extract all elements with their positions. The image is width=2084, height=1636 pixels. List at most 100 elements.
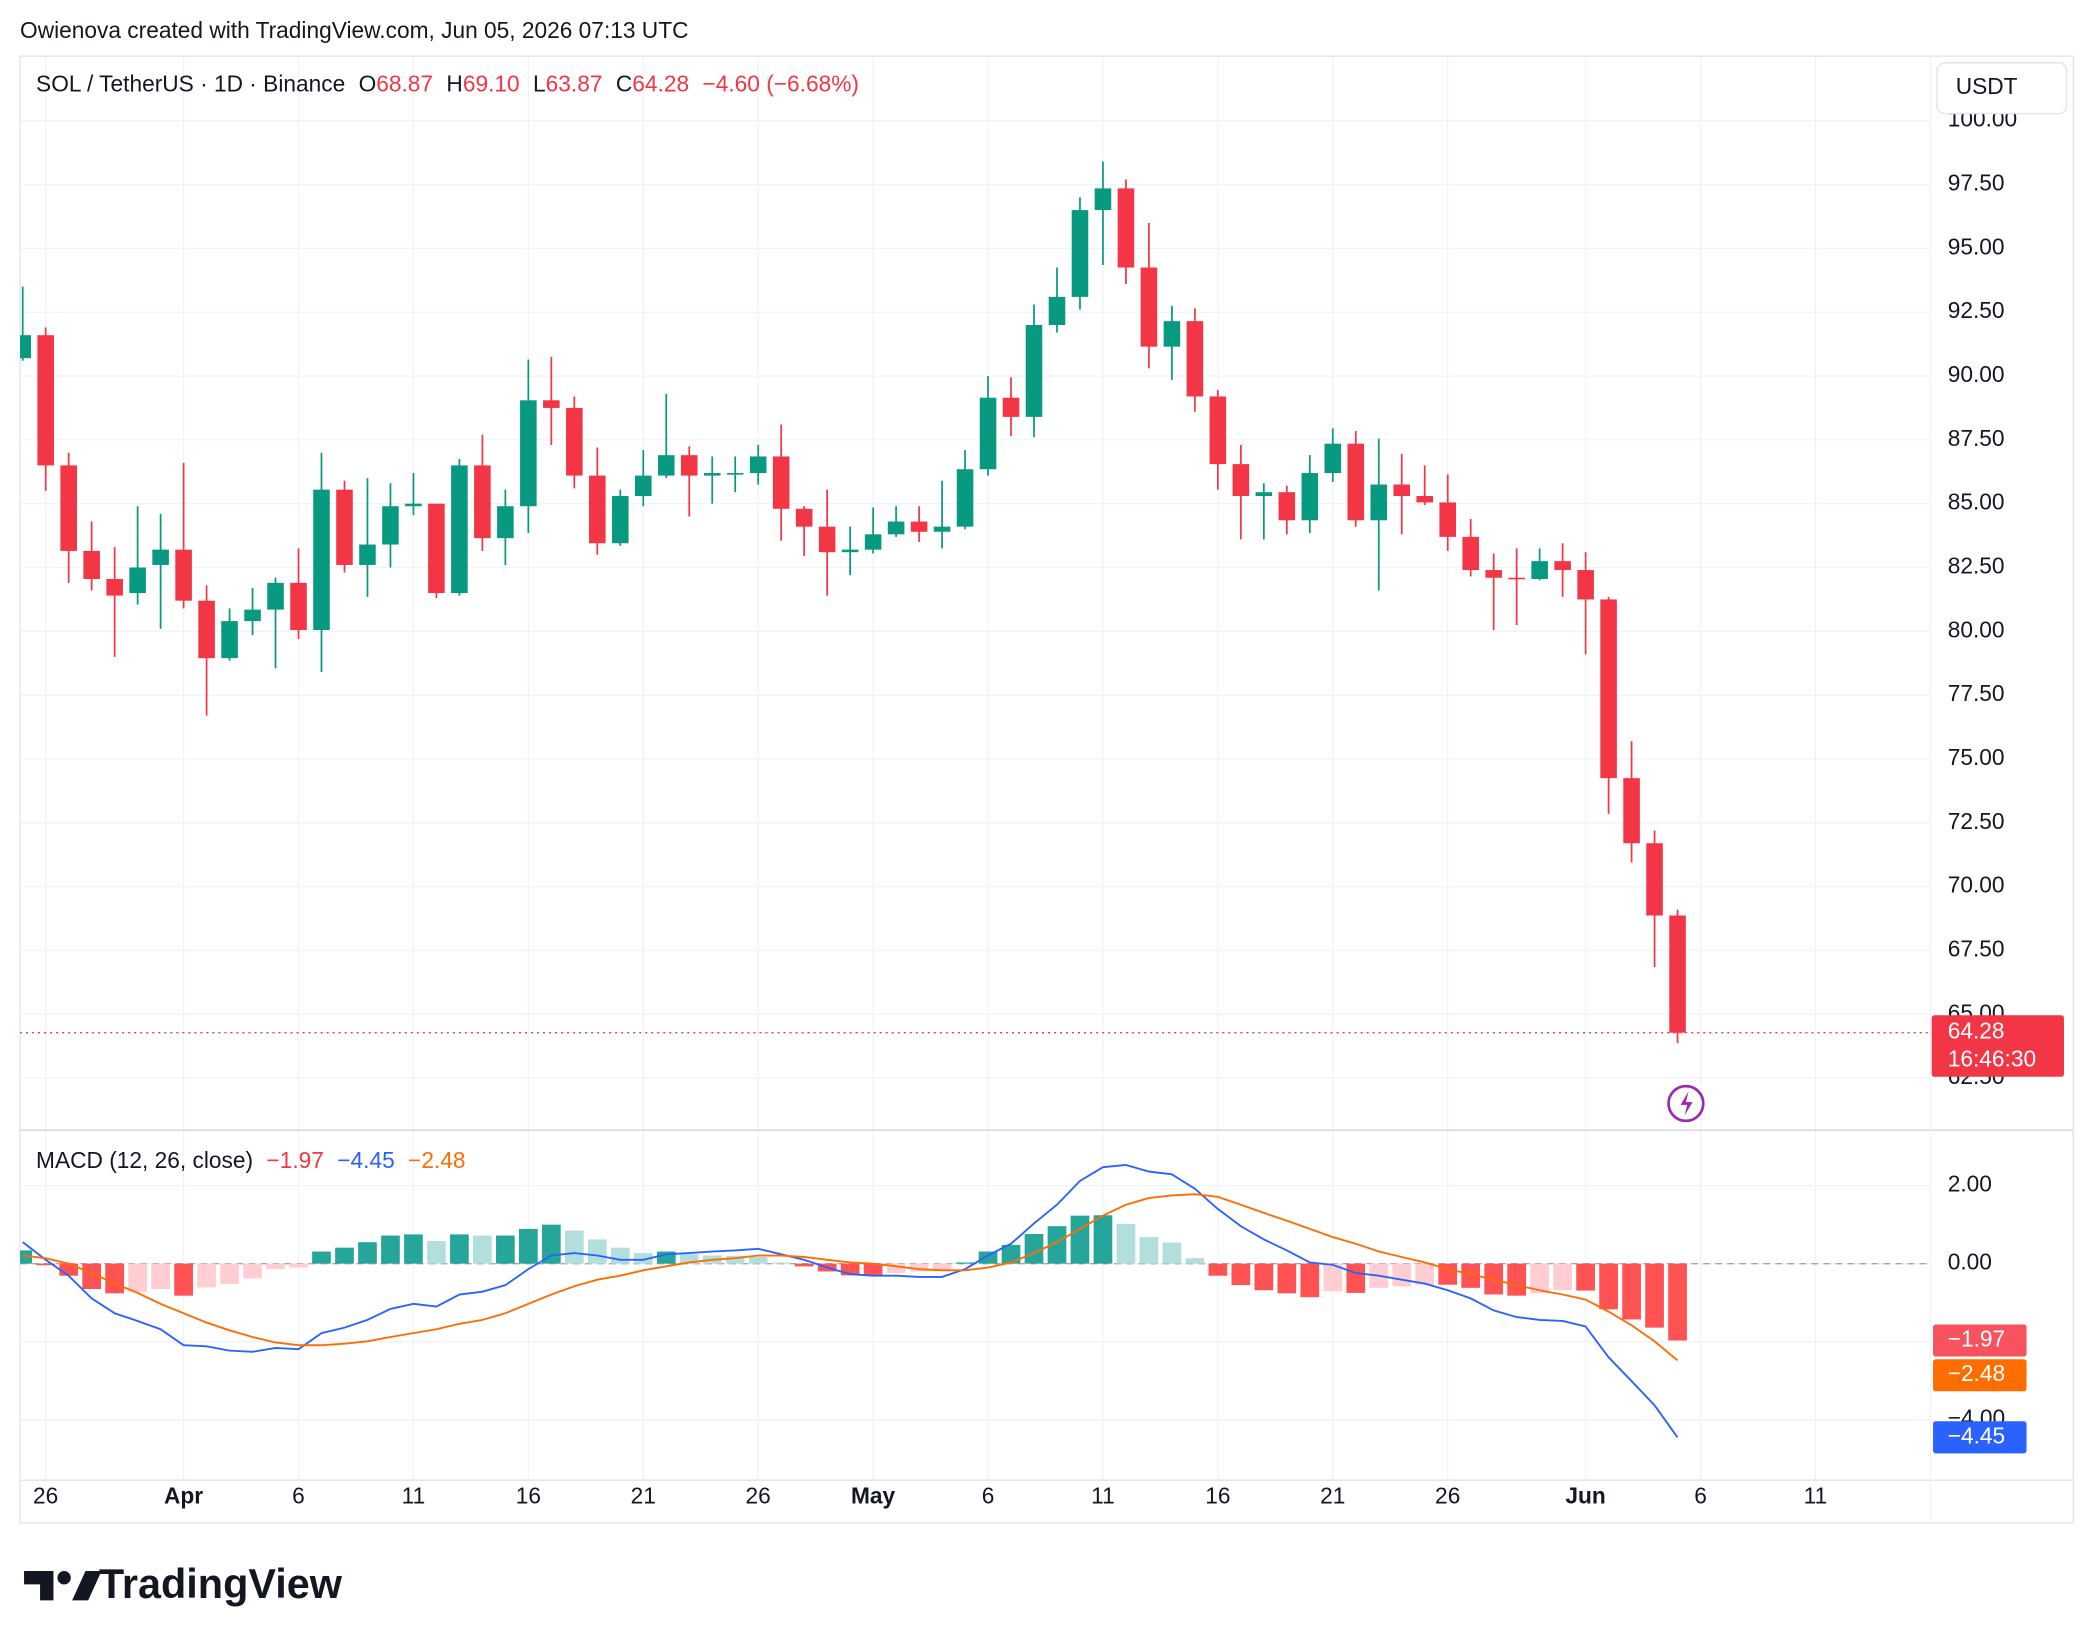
candle-body (129, 567, 146, 594)
y-tick-label: 75.00 (1948, 744, 2005, 770)
histogram-bar (1622, 1263, 1641, 1320)
histogram-bar (243, 1263, 262, 1279)
candle-body (1439, 502, 1456, 537)
histogram-bar (1162, 1242, 1182, 1264)
histogram-bar (335, 1247, 354, 1264)
histogram-bar (36, 1263, 56, 1266)
candle-body (979, 397, 997, 470)
candle-body (1186, 321, 1204, 397)
h-value: 69.10 (463, 71, 520, 97)
candle-body (772, 456, 790, 509)
x-tick-label: 11 (402, 1483, 426, 1509)
histogram-bar (174, 1263, 193, 1296)
candle-body (657, 455, 675, 476)
candle-body (634, 475, 652, 497)
macd-tick-label: 0.00 (1948, 1249, 1992, 1275)
histogram-bar (633, 1253, 653, 1264)
histogram-bar (1553, 1263, 1572, 1291)
histogram-bar (519, 1228, 538, 1264)
histogram-bar (863, 1263, 883, 1276)
candle-body (1600, 599, 1617, 779)
histogram-bar (1300, 1263, 1320, 1298)
x-tick-label: 6 (292, 1483, 305, 1509)
histogram-bar (541, 1224, 561, 1264)
histogram-bar (381, 1235, 400, 1264)
candle-body (1255, 492, 1273, 497)
histogram-bar (1070, 1215, 1090, 1264)
candle-body (290, 582, 307, 631)
price-pane (20, 161, 1931, 1044)
axes: 26Apr611162126May611162126Jun61162.5065.… (33, 106, 2017, 1509)
histogram-bar (1599, 1263, 1618, 1310)
histogram-bar (1231, 1263, 1251, 1286)
candle-body (841, 549, 859, 553)
x-tick-label: 11 (1091, 1483, 1115, 1509)
histogram-bar (1277, 1263, 1297, 1294)
histogram-bar (909, 1263, 929, 1272)
histogram-bar (1576, 1263, 1595, 1291)
candle-body (106, 578, 123, 596)
x-tick-label: 16 (516, 1483, 541, 1509)
y-tick-label: 82.50 (1948, 553, 2005, 579)
histogram-bar (748, 1257, 768, 1264)
candle-body (313, 489, 330, 631)
lightning-icon[interactable] (1667, 1084, 1705, 1123)
o-value: 68.87 (376, 71, 433, 97)
y-tick-label: 77.50 (1948, 680, 2005, 706)
x-tick-label: 26 (1435, 1483, 1460, 1509)
candle-body (1531, 561, 1548, 579)
x-tick-label: 11 (1804, 1483, 1828, 1509)
histogram-bar (886, 1263, 906, 1274)
candle-body (1370, 484, 1388, 521)
histogram-bar (20, 1250, 33, 1264)
candle-body (244, 609, 261, 622)
histogram-bar (1461, 1263, 1481, 1288)
histogram-bar (289, 1263, 308, 1268)
candle-body (198, 600, 215, 659)
histogram-bar (1208, 1263, 1228, 1276)
histogram-bar (794, 1263, 814, 1267)
value-tag-label: −2.48 (1948, 1360, 2005, 1386)
candle-body (359, 544, 376, 565)
histogram-bar (840, 1263, 860, 1276)
candle-body (795, 508, 813, 527)
change: −4.60 (−6.68%) (702, 71, 859, 97)
histogram-bar (978, 1251, 998, 1264)
y-tick-label: 80.00 (1948, 616, 2005, 642)
candle-body (20, 335, 31, 359)
histogram-bar (1507, 1263, 1527, 1296)
signal-value: −2.48 (408, 1147, 465, 1173)
macd-tick-label: 2.00 (1948, 1171, 1992, 1197)
histogram-bar (1415, 1263, 1435, 1285)
candle-body (474, 465, 491, 539)
histogram-bar (1139, 1237, 1159, 1264)
x-tick-label: Jun (1565, 1483, 1605, 1509)
candle-body (1025, 324, 1043, 417)
candle-body (1485, 570, 1502, 578)
x-tick-label: 6 (1694, 1483, 1707, 1509)
candle-body (1002, 397, 1020, 417)
y-tick-label: 92.50 (1948, 297, 2005, 323)
y-tick-label: 97.50 (1948, 170, 2005, 196)
candle-body (818, 526, 836, 553)
candle-body (1071, 210, 1089, 297)
candle-body (152, 549, 169, 565)
histogram-bar (587, 1239, 607, 1264)
candle-body (703, 473, 721, 476)
histogram-bar (473, 1235, 492, 1264)
candle-body (1416, 496, 1434, 503)
macd-pane (20, 1163, 1931, 1438)
histogram-bar (197, 1263, 216, 1288)
histogram-bar (1323, 1263, 1343, 1292)
candle-body (1393, 484, 1411, 497)
value-tag (1933, 1421, 2027, 1454)
candle-body (1623, 778, 1640, 844)
candle-body (1669, 915, 1686, 1033)
candle-body (933, 526, 951, 532)
candle-body (405, 503, 422, 507)
histogram-bar (771, 1262, 791, 1264)
candle-body (1347, 443, 1365, 521)
logo-slash (72, 1571, 102, 1601)
